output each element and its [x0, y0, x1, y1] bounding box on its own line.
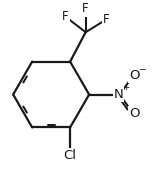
Text: Cl: Cl [64, 149, 77, 162]
Text: O: O [129, 69, 139, 82]
Text: F: F [102, 13, 109, 26]
Text: N: N [114, 88, 123, 101]
Text: −: − [138, 64, 145, 74]
Text: +: + [122, 83, 129, 92]
Text: F: F [82, 2, 89, 15]
Text: F: F [62, 10, 69, 23]
Text: O: O [129, 107, 139, 120]
